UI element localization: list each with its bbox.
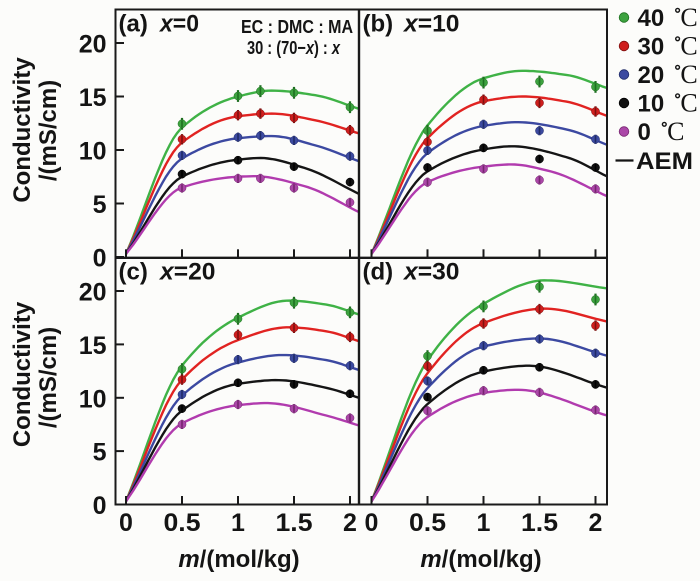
svg-text:(d): (d) — [363, 259, 394, 286]
svg-text:/(mS/cm): /(mS/cm) — [35, 80, 62, 181]
svg-text:AEM: AEM — [636, 148, 693, 175]
svg-text:x=10: x=10 — [402, 11, 460, 38]
svg-text:(a): (a) — [119, 11, 148, 38]
svg-text:0: 0 — [365, 509, 379, 537]
svg-text:0: 0 — [93, 245, 107, 273]
svg-text:EC : DMC : MA: EC : DMC : MA — [241, 16, 353, 37]
svg-text:(b): (b) — [363, 11, 394, 38]
svg-text:20: 20 — [79, 279, 107, 307]
svg-text:0: 0 — [119, 509, 133, 537]
svg-text:0.5: 0.5 — [164, 509, 201, 537]
svg-text:C: C — [667, 117, 684, 146]
svg-text:C: C — [680, 89, 697, 118]
svg-text:10: 10 — [638, 91, 665, 118]
svg-text:0: 0 — [638, 119, 651, 146]
svg-text:m/(mol/kg): m/(mol/kg) — [420, 546, 541, 573]
svg-text:1: 1 — [477, 509, 491, 537]
svg-text:10: 10 — [79, 385, 107, 413]
svg-text:15: 15 — [79, 84, 107, 112]
svg-text:x=20: x=20 — [158, 259, 216, 286]
svg-text:C: C — [680, 32, 697, 61]
svg-text:(c): (c) — [119, 259, 148, 286]
svg-text:1.5: 1.5 — [276, 509, 313, 537]
svg-text:0.5: 0.5 — [409, 509, 446, 537]
svg-text:m/(mol/kg): m/(mol/kg) — [178, 546, 299, 573]
svg-text:x=0: x=0 — [158, 11, 199, 38]
svg-text:5: 5 — [93, 191, 107, 219]
svg-text:2: 2 — [343, 509, 357, 537]
svg-text:0: 0 — [93, 492, 107, 520]
svg-text:Conductivity: Conductivity — [9, 57, 36, 203]
svg-text:15: 15 — [79, 332, 107, 360]
svg-text:30 : (70−x) : x: 30 : (70−x) : x — [247, 37, 341, 58]
svg-text:x=30: x=30 — [402, 259, 460, 286]
svg-text:C: C — [680, 60, 697, 89]
svg-text:1.5: 1.5 — [521, 509, 558, 537]
svg-text:30: 30 — [638, 34, 665, 61]
svg-text:40: 40 — [638, 5, 665, 32]
svg-text:C: C — [680, 3, 697, 32]
svg-text:20: 20 — [638, 62, 665, 89]
svg-text:10: 10 — [79, 138, 107, 166]
svg-text:/(mS/cm): /(mS/cm) — [35, 327, 62, 428]
svg-text:1: 1 — [231, 509, 245, 537]
svg-text:5: 5 — [93, 439, 107, 467]
svg-text:Conductivity: Conductivity — [9, 301, 36, 447]
svg-text:2: 2 — [589, 509, 603, 537]
svg-text:20: 20 — [79, 31, 107, 59]
